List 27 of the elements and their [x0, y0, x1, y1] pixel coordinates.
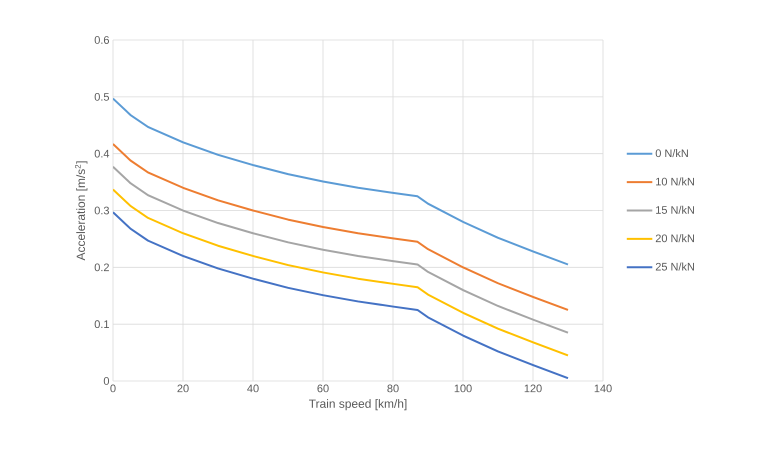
legend-label: 25 N/kN [656, 262, 694, 271]
x-tick-label: 120 [524, 384, 542, 392]
y-tick-label: 0.5 [94, 92, 110, 101]
line-series [113, 143, 569, 311]
y-tick-label: 0.1 [94, 320, 109, 328]
x-tick-label: 140 [594, 384, 612, 392]
x-tick-label: 80 [387, 384, 399, 392]
y-tick-label: 0.6 [94, 36, 109, 44]
x-tick-label: 0 [110, 384, 116, 392]
legend-label: 20 N/kN [656, 234, 694, 242]
x-axis-title: Train speed [km/h] [308, 399, 406, 410]
legend-label: 0 N/kN [656, 149, 688, 158]
legend-label: 15 N/kN [656, 206, 694, 214]
x-tick-label: 100 [454, 384, 472, 392]
line-series [113, 188, 569, 356]
line-series [113, 166, 569, 334]
x-tick-label: 20 [177, 384, 189, 392]
line-series [113, 211, 569, 380]
y-tick-label: 0 [104, 377, 110, 385]
legend-label: 10 N/kN [656, 177, 694, 186]
line-series [113, 98, 569, 266]
x-tick-label: 40 [247, 384, 259, 392]
y-tick-label: 0.3 [94, 206, 109, 214]
y-tick-label: 0.2 [94, 263, 109, 272]
x-tick-label: 60 [317, 384, 329, 392]
y-axis-title: Acceleration [m/s$^{2}$] [75, 161, 88, 260]
y-tick-label: 0.4 [94, 150, 110, 158]
